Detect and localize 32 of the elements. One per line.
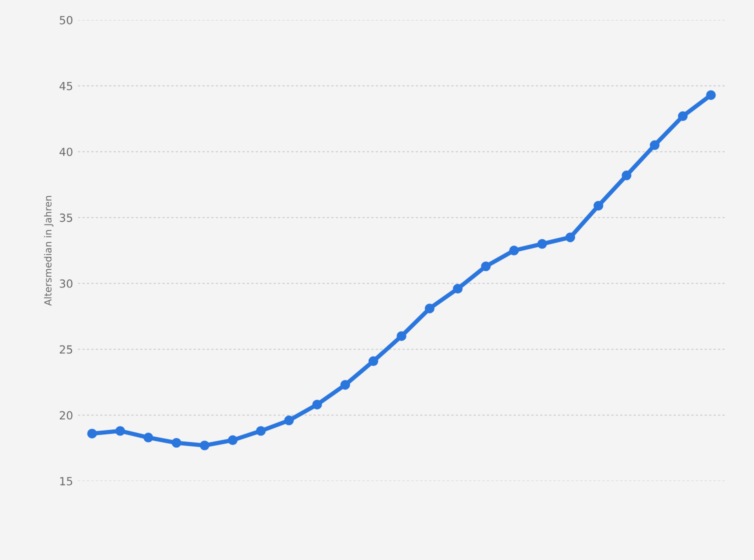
point [312, 400, 322, 410]
y-tick-label: 15 [60, 477, 72, 486]
point [565, 232, 576, 242]
point [284, 416, 294, 426]
y-tick-label: 40 [60, 148, 72, 156]
point [650, 140, 660, 150]
point [368, 356, 378, 366]
point [115, 426, 126, 436]
point [622, 170, 632, 180]
y-tick-label: 25 [60, 345, 72, 354]
y-tick-label: 45 [60, 82, 72, 90]
point [87, 428, 97, 438]
point [424, 304, 434, 314]
point [256, 426, 266, 436]
point [200, 440, 210, 450]
point [509, 246, 519, 256]
point [172, 438, 182, 448]
point [594, 200, 604, 211]
point [706, 90, 716, 100]
y-tick-label: 50 [60, 16, 72, 24]
y-axis-title: Altersmedian in Jahren [44, 196, 54, 306]
point [678, 111, 688, 122]
point [481, 261, 491, 272]
point [228, 435, 238, 446]
point [143, 432, 154, 442]
y-tick-label: 35 [60, 214, 72, 222]
point [340, 380, 350, 390]
point [452, 284, 463, 294]
y-tick-label: 30 [60, 279, 72, 288]
point [396, 331, 406, 341]
point [537, 239, 548, 249]
y-tick-label: 20 [60, 411, 72, 420]
